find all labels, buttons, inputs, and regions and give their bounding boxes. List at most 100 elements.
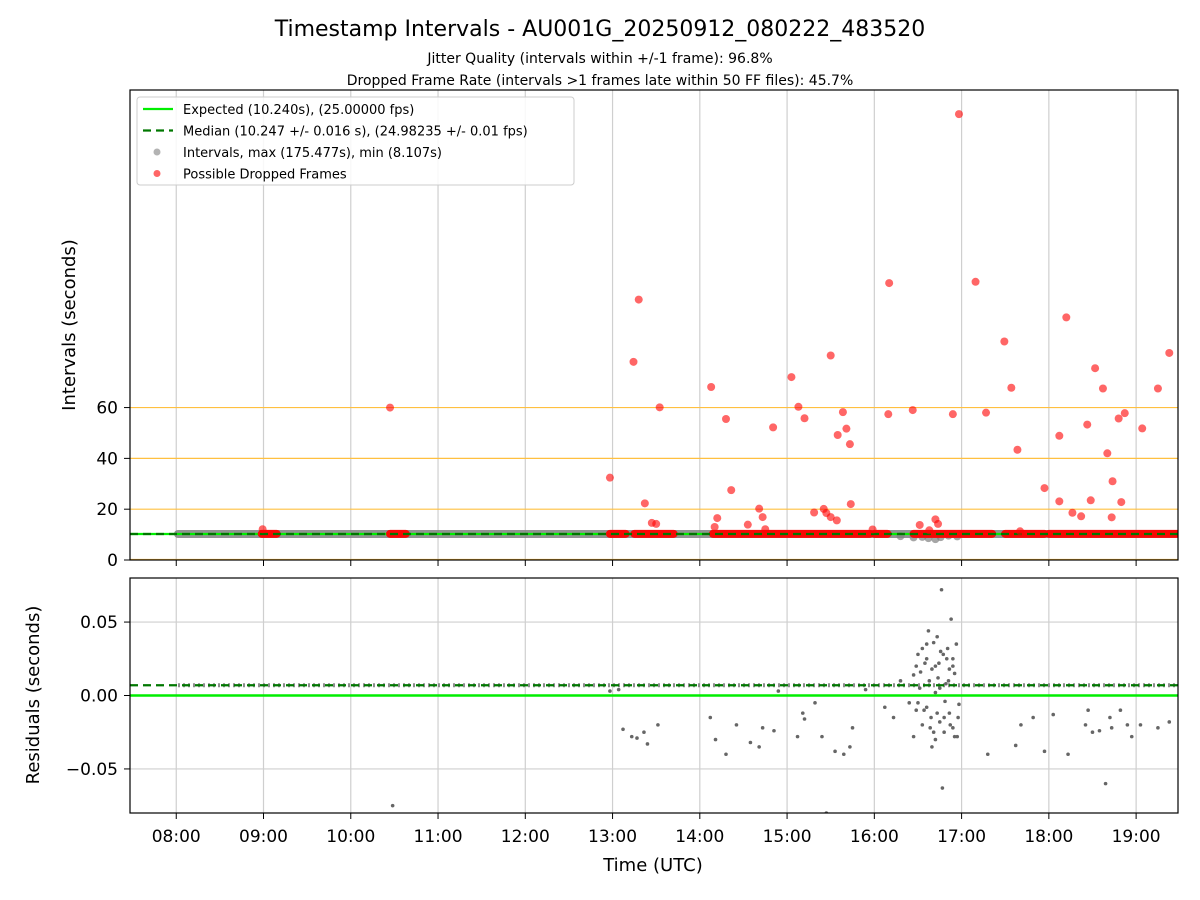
dropped-frame-point	[758, 513, 767, 522]
dropped-frame-point	[707, 382, 716, 391]
legend-label-expected: Expected (10.240s), (25.00000 fps)	[183, 103, 414, 118]
residual-point	[940, 786, 945, 790]
residual-point	[933, 737, 938, 742]
bottom-y-tick-label: 0.00	[80, 687, 118, 707]
dropped-frame-point	[1068, 508, 1077, 517]
residual-point	[944, 681, 948, 686]
residual-point	[939, 587, 944, 592]
residual-point	[898, 679, 903, 683]
legend-box	[136, 96, 575, 186]
residual-point	[795, 734, 800, 739]
residual-point	[951, 664, 955, 668]
legend-label-dropped: Possible Dropped Frames	[183, 168, 347, 183]
dropped-frame-point	[386, 403, 395, 412]
bottom-y-axis-label: Residuals (seconds)	[23, 606, 44, 785]
chart-legend: Expected (10.240s), (25.00000 fps) Median…	[136, 96, 575, 186]
dropped-frame-point	[769, 423, 778, 432]
residual-point	[928, 726, 932, 730]
residual-point	[952, 734, 957, 739]
residual-point	[390, 803, 395, 808]
residual-point	[938, 649, 943, 654]
residual-point	[947, 667, 952, 671]
residual-point	[927, 679, 932, 683]
dropped-frame-point	[1062, 313, 1071, 322]
residual-point	[1167, 720, 1172, 724]
residual-point	[1090, 730, 1095, 735]
dropped-frame-point	[1138, 424, 1147, 433]
dropped-frame-point	[655, 403, 664, 412]
residual-point	[802, 717, 807, 721]
dropped-frame-point	[810, 508, 819, 517]
dropped-frame-point	[1108, 477, 1117, 486]
residual-point	[936, 676, 940, 680]
residual-point	[926, 629, 931, 633]
residual-point	[930, 667, 934, 671]
dropped-frame-point	[1040, 484, 1049, 493]
dropped-frame-point	[1103, 449, 1112, 458]
x-tick-label: 13:00	[588, 827, 637, 847]
dropped-frame-point	[846, 500, 855, 509]
intervals-panel: 0 20 40 60	[96, 89, 1179, 571]
residual-point	[924, 705, 929, 710]
residual-point	[937, 661, 941, 665]
dropped-frame-point	[713, 514, 722, 523]
residual-point	[911, 734, 916, 739]
x-tick-label: 08:00	[152, 827, 201, 847]
residual-point	[1019, 723, 1023, 727]
x-tick-label: 15:00	[763, 827, 812, 847]
chart-subtitle-dropped: Dropped Frame Rate (intervals >1 frames …	[347, 73, 854, 89]
dropped-frame-point	[1000, 337, 1009, 346]
residual-point	[891, 715, 896, 720]
dropped-frame-point	[652, 519, 661, 528]
residual-point	[1013, 743, 1018, 748]
residual-point	[907, 701, 912, 705]
residual-point	[1031, 715, 1035, 720]
top-y-tick-label: 0	[107, 551, 118, 571]
residual-point	[883, 705, 887, 710]
residual-point	[863, 687, 868, 692]
residual-point	[1042, 749, 1047, 754]
residual-point	[757, 745, 761, 749]
dropped-frame-point	[971, 277, 980, 286]
intervals-frame	[129, 89, 1179, 561]
residual-point	[1066, 752, 1070, 757]
top-y-tick-label: 20	[96, 500, 118, 520]
dropped-frame-point	[1083, 420, 1092, 429]
residual-point	[951, 726, 955, 730]
dropped-frame-point	[1007, 383, 1016, 392]
residual-point	[920, 723, 925, 727]
residual-point	[850, 726, 855, 730]
top-y-tick-label: 40	[96, 449, 118, 469]
residual-point	[956, 715, 960, 720]
residual-point	[917, 686, 922, 690]
residual-point	[800, 711, 805, 715]
residual-point	[848, 745, 852, 749]
dropped-frame-point	[826, 351, 835, 360]
dropped-frame-point	[761, 525, 770, 534]
residual-point	[920, 646, 925, 651]
residual-point	[985, 752, 990, 757]
dropped-frame-point	[1120, 409, 1129, 418]
residual-point	[911, 673, 916, 677]
dropped-frame-point	[884, 410, 893, 419]
x-tick-label: 14:00	[675, 827, 724, 847]
residual-point	[1083, 723, 1088, 727]
residual-point	[1051, 712, 1056, 717]
residual-point	[635, 736, 639, 740]
x-tick-label: 16:00	[850, 827, 899, 847]
dropped-frame-point	[640, 499, 649, 508]
dropped-frame-point	[868, 525, 877, 534]
dropped-frame-point	[1107, 513, 1116, 522]
residual-point	[942, 715, 946, 720]
residual-point	[924, 642, 929, 646]
residual-point	[1103, 781, 1108, 786]
dropped-frame-point	[842, 424, 851, 433]
dropped-frame-point	[787, 373, 796, 382]
dropped-frame-point	[605, 473, 614, 482]
residual-point	[933, 690, 938, 695]
x-tick-label: 11:00	[414, 827, 463, 847]
dropped-frame-point	[794, 402, 803, 411]
legend-swatch-intervals	[153, 148, 161, 156]
